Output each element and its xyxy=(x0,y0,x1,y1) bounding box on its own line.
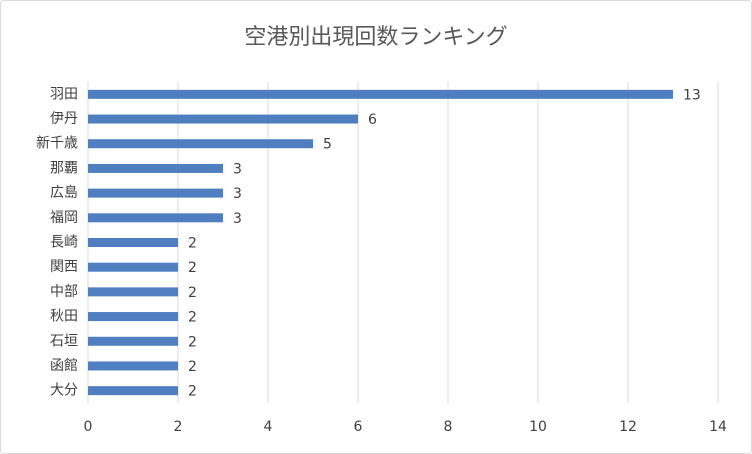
x-tick-label: 4 xyxy=(264,419,273,435)
data-label: 3 xyxy=(233,161,242,177)
bar xyxy=(88,386,178,396)
x-tick-label: 2 xyxy=(174,419,183,435)
y-tick-label: 新千歳 xyxy=(36,136,78,152)
y-tick-label: 石垣 xyxy=(50,333,78,349)
bar xyxy=(88,262,178,272)
data-label: 2 xyxy=(188,260,197,276)
bar xyxy=(88,213,223,223)
y-tick-label: 羽田 xyxy=(50,86,78,102)
data-label: 2 xyxy=(188,310,197,326)
bar xyxy=(88,336,178,346)
bar xyxy=(88,114,358,124)
x-tick-label: 8 xyxy=(444,419,453,435)
chart-title: 空港別出現回数ランキング xyxy=(244,25,507,50)
data-label: 3 xyxy=(233,211,242,227)
data-label: 2 xyxy=(188,236,197,252)
bar xyxy=(88,188,223,198)
y-tick-label: 中部 xyxy=(50,284,78,300)
y-tick-label: 那覇 xyxy=(50,160,78,176)
data-label: 6 xyxy=(368,112,377,128)
bar xyxy=(88,312,178,322)
x-tick-label: 0 xyxy=(84,419,93,435)
bar xyxy=(88,163,223,173)
data-label: 2 xyxy=(188,359,197,375)
data-label: 2 xyxy=(188,285,197,301)
data-label: 3 xyxy=(233,186,242,202)
y-tick-label: 広島 xyxy=(50,185,78,201)
bar xyxy=(88,361,178,371)
bar xyxy=(88,139,313,149)
bar xyxy=(88,287,178,297)
y-tick-label: 秋田 xyxy=(50,309,78,325)
y-tick-label: 関西 xyxy=(50,259,78,275)
data-label: 5 xyxy=(323,137,332,153)
y-tick-label: 長崎 xyxy=(50,235,78,251)
x-tick-label: 10 xyxy=(529,419,547,435)
x-tick-label: 6 xyxy=(354,419,363,435)
bar xyxy=(88,89,673,99)
data-label: 13 xyxy=(683,87,701,103)
y-tick-label: 伊丹 xyxy=(50,111,78,127)
y-tick-label: 函館 xyxy=(50,357,78,374)
data-label: 2 xyxy=(188,384,197,400)
y-tick-label: 福岡 xyxy=(50,210,78,226)
y-tick-label: 大分 xyxy=(50,383,78,399)
bar xyxy=(88,238,178,247)
data-label: 2 xyxy=(188,334,197,350)
x-tick-label: 12 xyxy=(619,419,637,435)
x-tick-label: 14 xyxy=(709,419,727,435)
